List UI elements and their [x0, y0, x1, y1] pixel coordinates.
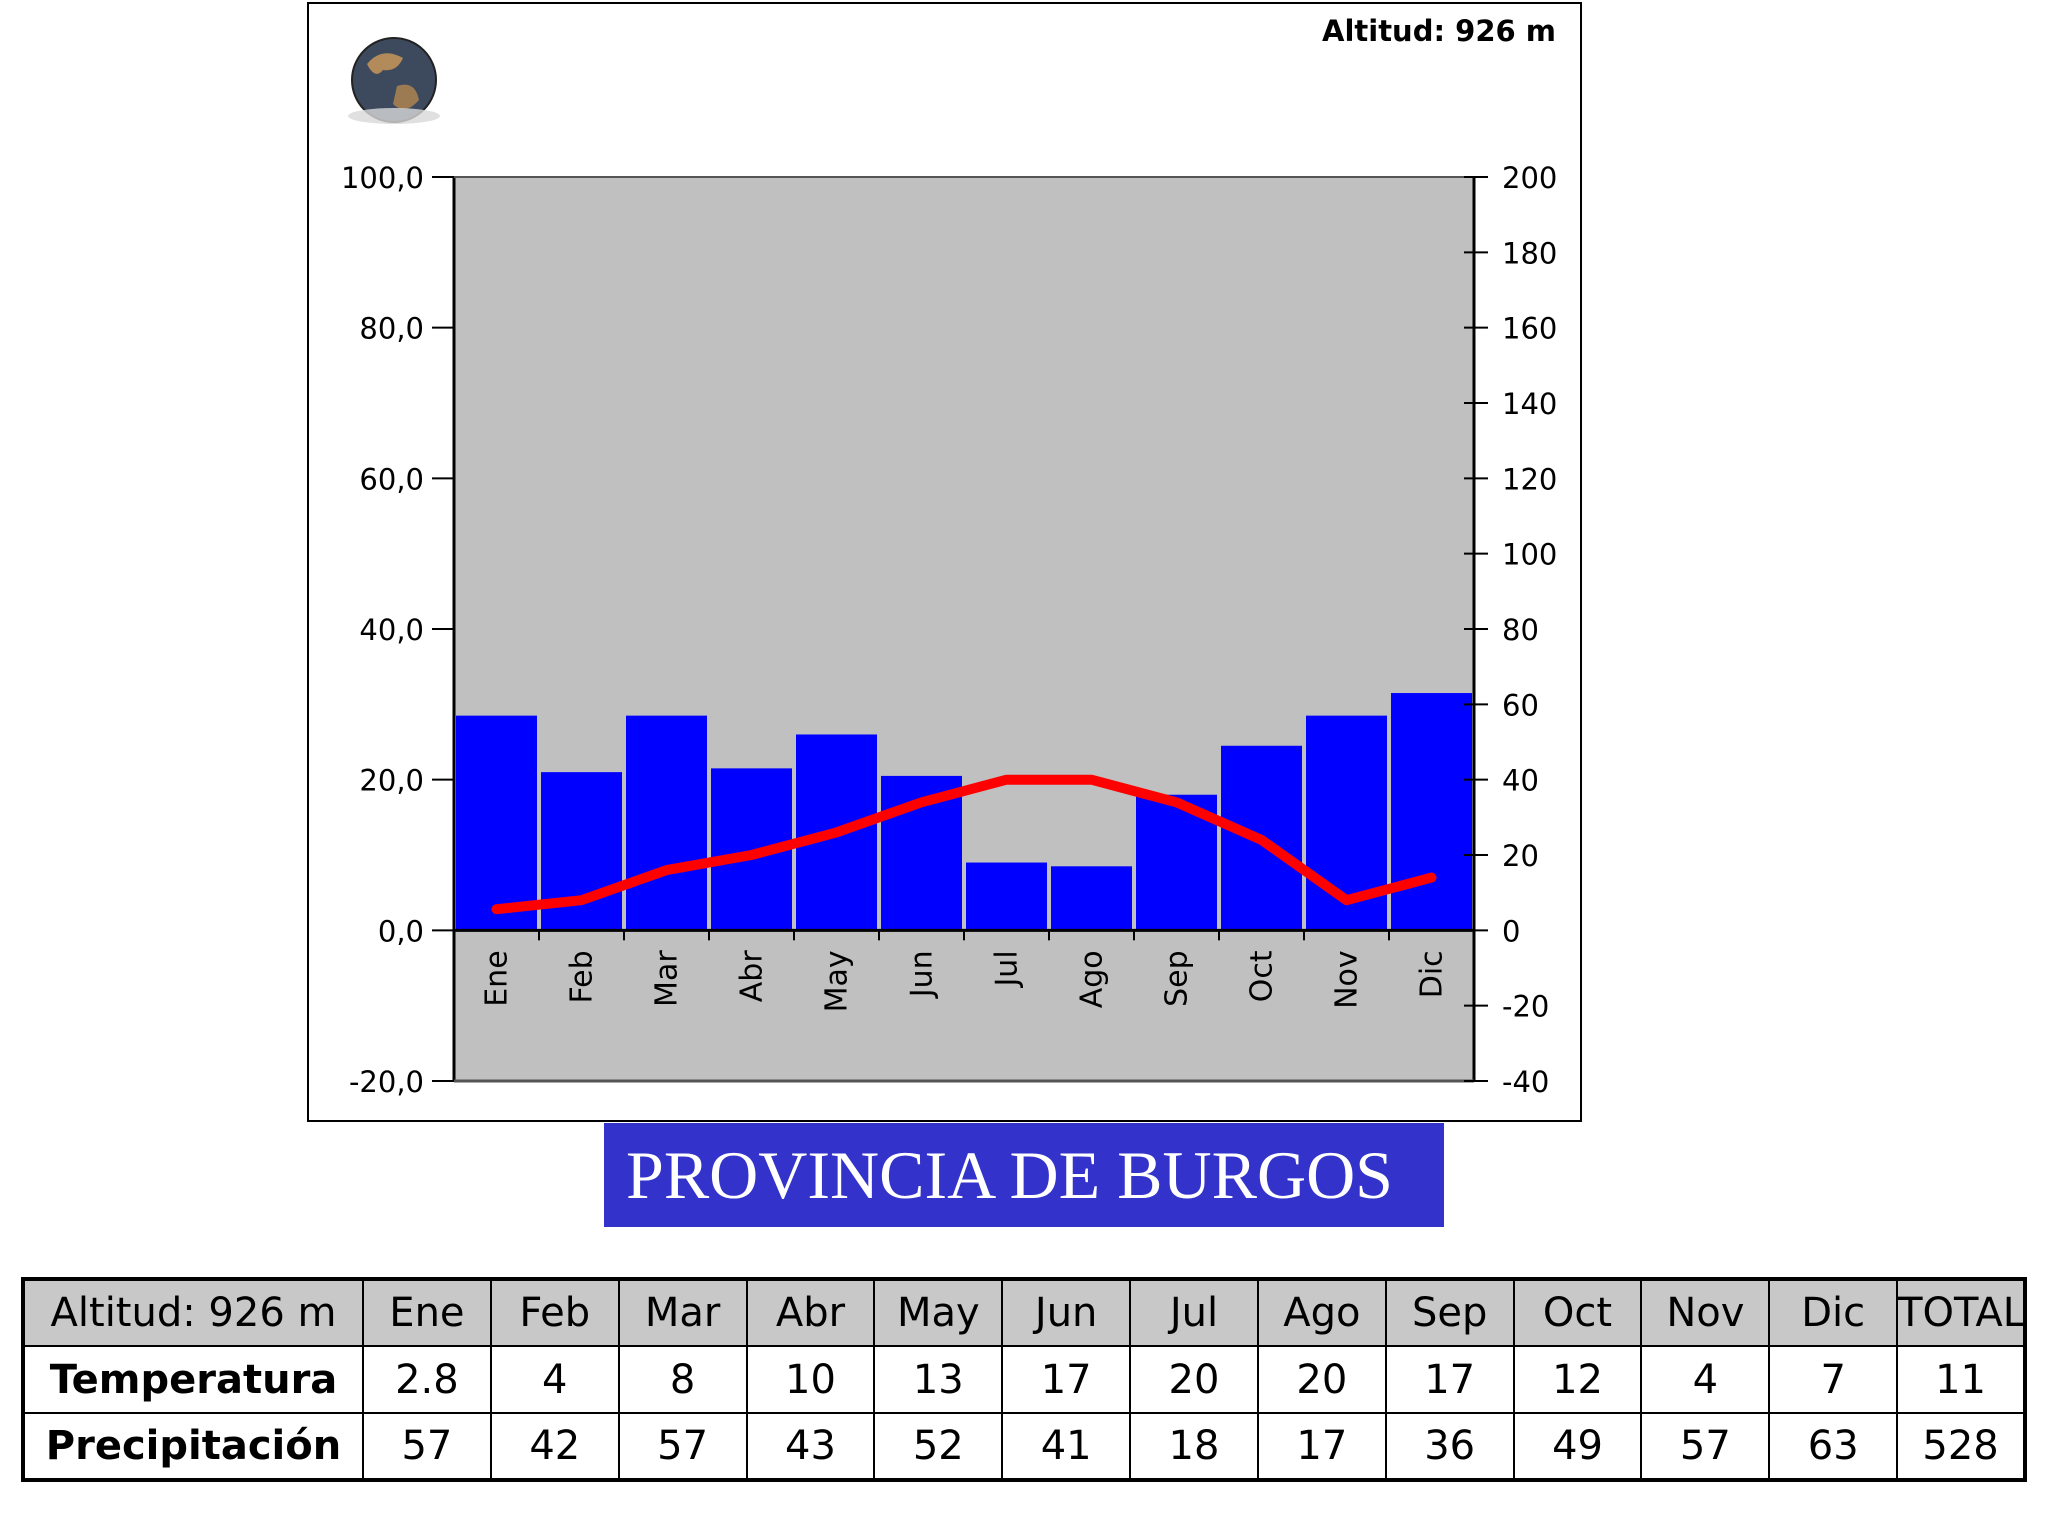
table-cell: 43: [745, 1412, 876, 1481]
row-label: Precipitación: [22, 1412, 364, 1481]
globe-icon-cloud: [348, 108, 440, 124]
table-cell: 57: [617, 1412, 748, 1481]
table-header-cell: Mar: [617, 1278, 748, 1347]
right-axis-tick-label: 80: [1502, 613, 1539, 647]
right-axis-tick-label: 0: [1502, 914, 1520, 948]
table-header-cell: Dic: [1768, 1278, 1899, 1347]
precipitation-bar: [966, 862, 1047, 931]
globe-icon-land: [393, 84, 419, 110]
page-title: PROVINCIA DE BURGOS: [604, 1123, 1444, 1227]
table-header-cell: Sep: [1384, 1278, 1515, 1347]
table-header-cell: Nov: [1640, 1278, 1771, 1347]
table-row-temperature: Temperatura 2.8 4 8 10 13 17 20 20 17 12…: [22, 1345, 2026, 1414]
category-label: Feb: [565, 950, 600, 1003]
left-axis-tick-label: -20,0: [349, 1065, 424, 1099]
category-label: Ene: [480, 950, 515, 1006]
category-label: Dic: [1415, 950, 1450, 998]
table-header-cell: Jun: [1001, 1278, 1132, 1347]
precipitation-bar: [456, 715, 537, 931]
table-cell: 20: [1129, 1345, 1259, 1414]
table-header-cell: May: [873, 1278, 1004, 1347]
table-cell: 11: [1896, 1345, 2026, 1414]
table-cell: 57: [1640, 1412, 1771, 1481]
table-cell: 17: [1256, 1412, 1387, 1481]
precipitation-bar: [1051, 866, 1132, 931]
table-cell: 2.8: [362, 1345, 492, 1414]
table-row-precipitation: Precipitación 57 42 57 43 52 41 18 17 36…: [22, 1412, 2026, 1481]
table-cell: 13: [873, 1345, 1004, 1414]
table-cell: 12: [1512, 1345, 1643, 1414]
table-header-cell: Jul: [1129, 1278, 1259, 1347]
table-header-cell: Oct: [1512, 1278, 1643, 1347]
category-label: May: [820, 950, 855, 1012]
row-label: Temperatura: [22, 1345, 364, 1414]
category-label: Ago: [1075, 950, 1110, 1008]
left-axis-tick-label: 60,0: [359, 462, 424, 496]
table-cell: 4: [489, 1345, 620, 1414]
precipitation-bar: [626, 715, 707, 931]
right-axis-tick-label: 40: [1502, 764, 1539, 798]
table-header-cell: Abr: [745, 1278, 876, 1347]
table-header-cell: Ene: [362, 1278, 492, 1347]
right-axis-tick-label: 60: [1502, 688, 1539, 722]
table-cell: 18: [1129, 1412, 1259, 1481]
table-cell: 63: [1768, 1412, 1899, 1481]
table-header-row: Altitud: 926 m Ene Feb Mar Abr May Jun J…: [22, 1278, 2026, 1347]
precipitation-bar: [1391, 693, 1472, 931]
table-header-cell: Ago: [1256, 1278, 1387, 1347]
left-axis-tick-label: 100,0: [341, 161, 424, 195]
altitude-label: Altitud: 926 m: [1322, 14, 1556, 48]
right-axis-tick-label: 100: [1502, 538, 1557, 572]
table-cell: 17: [1384, 1345, 1515, 1414]
left-axis-tick-label: 20,0: [359, 764, 424, 798]
left-axis-tick-label: 0,0: [378, 914, 424, 948]
table-cell: 7: [1768, 1345, 1899, 1414]
table-cell: 57: [362, 1412, 492, 1481]
right-axis-tick-label: -40: [1502, 1065, 1549, 1099]
climate-data-table: Altitud: 926 m Ene Feb Mar Abr May Jun J…: [21, 1277, 2027, 1482]
table-header-cell: Feb: [489, 1278, 620, 1347]
left-axis-tick-label: 40,0: [359, 613, 424, 647]
right-axis-tick-label: 200: [1502, 161, 1557, 195]
climate-chart: -20,0 0,0 20,0 40,0 60,0 80,0 100,0 -40 -20 0 20 40…: [307, 2, 1582, 1122]
globe-icon-land: [367, 53, 403, 74]
temperature-line: [491, 774, 1437, 915]
right-axis-tick-label: 180: [1502, 236, 1557, 270]
table-header-cell: TOTAL: [1896, 1278, 2026, 1347]
table-cell: 10: [745, 1345, 876, 1414]
table-cell: 4: [1640, 1345, 1771, 1414]
table-cell: 49: [1512, 1412, 1643, 1481]
category-label: Abr: [735, 950, 770, 1003]
plot-area: [454, 177, 1474, 1081]
category-label: Jul: [990, 950, 1025, 988]
category-label: Mar: [650, 950, 685, 1007]
table-cell: 42: [489, 1412, 620, 1481]
category-label: Nov: [1330, 950, 1365, 1009]
table-cell: 36: [1384, 1412, 1515, 1481]
right-axis-tick-label: 120: [1502, 462, 1557, 496]
table-cell: 41: [1001, 1412, 1132, 1481]
right-axis-tick-label: -20: [1502, 990, 1549, 1024]
right-axis-tick-label: 160: [1502, 312, 1557, 346]
category-label: Oct: [1245, 950, 1280, 1002]
category-label: Sep: [1160, 950, 1195, 1007]
right-axis-tick-label: 20: [1502, 839, 1539, 873]
left-axis-tick-label: 80,0: [359, 312, 424, 346]
table-cell: 17: [1001, 1345, 1132, 1414]
category-label: Jun: [905, 950, 940, 999]
table-cell: 52: [873, 1412, 1004, 1481]
table-header-cell: Altitud: 926 m: [22, 1278, 364, 1347]
right-axis-tick-label: 140: [1502, 387, 1557, 421]
table-cell: 20: [1256, 1345, 1387, 1414]
table-cell: 8: [617, 1345, 748, 1414]
chart-canvas: -20,0 0,0 20,0 40,0 60,0 80,0 100,0 -40 -20 0 20 40…: [341, 37, 1557, 1099]
table-cell: 528: [1896, 1412, 2026, 1481]
